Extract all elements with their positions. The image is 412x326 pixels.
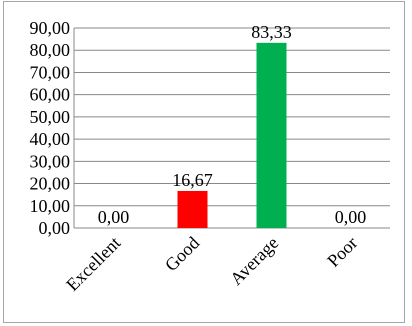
x-tick-label-average: Average xyxy=(226,233,282,289)
bars xyxy=(177,42,287,229)
y-tick-label: 10,00 xyxy=(30,196,71,216)
y-tick-label: 80,00 xyxy=(30,40,71,60)
y-tick-label: 60,00 xyxy=(30,85,71,105)
x-tick-label-poor: Poor xyxy=(323,233,361,271)
data-labels: 0,00 16,67 83,33 0,00 xyxy=(98,22,367,227)
x-tick-label-excellent: Excellent xyxy=(62,233,124,295)
x-category-labels: Excellent Good Average Poor xyxy=(62,233,361,295)
data-label-excellent: 0,00 xyxy=(98,207,130,227)
axes xyxy=(73,28,390,229)
gridlines xyxy=(74,27,390,207)
y-tick-label: 90,00 xyxy=(30,18,71,38)
bar-chart: 0,0010,0020,0030,0040,0050,0060,0070,008… xyxy=(30,18,390,295)
data-label-poor: 0,00 xyxy=(335,207,367,227)
x-tick-label-good: Good xyxy=(161,233,203,275)
y-tick-label: 40,00 xyxy=(30,129,71,149)
data-label-average: 83,33 xyxy=(251,22,292,42)
y-tick-label: 0,00 xyxy=(39,218,71,238)
y-tick-label: 30,00 xyxy=(30,151,71,171)
chart-frame: 0,00 10,00 20,00 30,00 40,00 50,00 60,00 70,00 8… xyxy=(3,1,405,323)
y-tick-label: 50,00 xyxy=(30,107,71,127)
data-label-good: 16,67 xyxy=(172,170,213,190)
bar-good xyxy=(177,190,208,228)
bar-average xyxy=(256,42,287,229)
y-tick-label: 70,00 xyxy=(30,62,71,82)
y-tick-label: 20,00 xyxy=(30,174,71,194)
